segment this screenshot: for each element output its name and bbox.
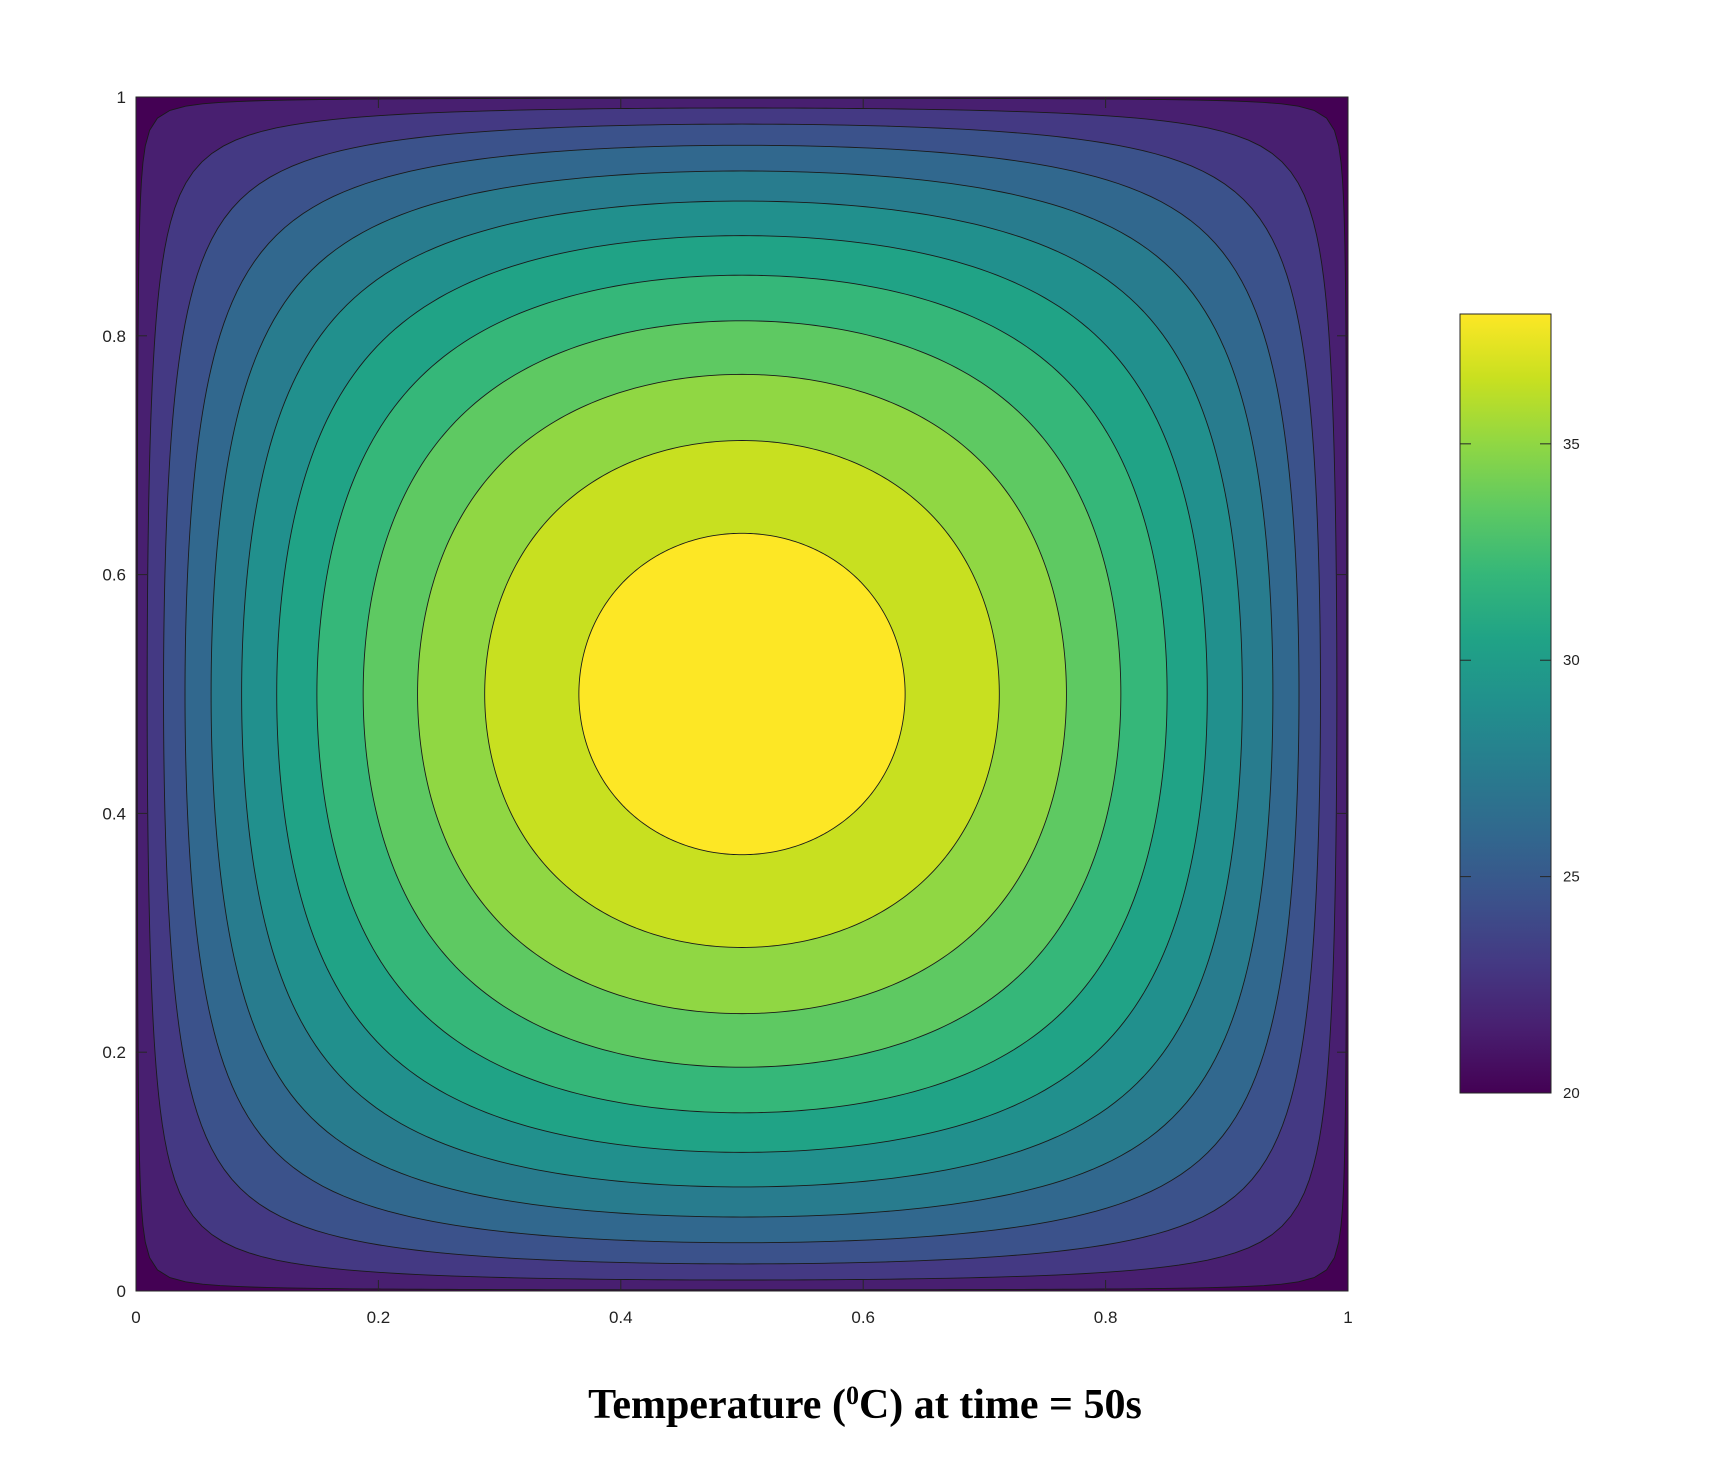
- y-tick-label: 0.8: [102, 327, 126, 346]
- colorbar-gradient: [1459, 313, 1552, 1094]
- x-tick-label: 0.2: [367, 1308, 391, 1327]
- colorbar-tick-label: 35: [1563, 436, 1580, 453]
- plot-frame: [135, 96, 1349, 1292]
- y-tick-label: 0.4: [102, 804, 126, 823]
- y-tick-label: 0.6: [102, 566, 126, 585]
- x-tick-label: 0: [131, 1308, 140, 1327]
- y-tick-label: 0.2: [102, 1043, 126, 1062]
- colorbar: 20 25 30 35: [1459, 313, 1580, 1102]
- y-tick-label: 0: [117, 1282, 126, 1301]
- colorbar-ticks: 20 25 30 35: [1460, 436, 1580, 1102]
- colorbar-tick-label: 20: [1563, 1085, 1580, 1102]
- contour-band: [578, 532, 906, 856]
- plot-area: 0 0.2 0.4 0.6 0.8 1 0 0.2 0.4 0.6 0.8 1: [102, 88, 1352, 1327]
- caption-superscript: 0: [846, 1381, 859, 1410]
- colorbar-tick-label: 30: [1563, 652, 1580, 669]
- colorbar-tick-label: 25: [1563, 869, 1580, 886]
- caption-suffix: C) at time = 50s: [859, 1382, 1142, 1428]
- x-tick-label: 0.6: [851, 1308, 875, 1327]
- contour-layer: [136, 97, 1348, 1291]
- x-tick-label: 0.4: [609, 1308, 633, 1327]
- y-tick-label: 1: [117, 88, 126, 107]
- x-axis: 0 0.2 0.4 0.6 0.8 1: [131, 97, 1353, 1327]
- chart-caption: Temperature (0C) at time = 50s: [588, 1381, 1142, 1428]
- x-tick-label: 1: [1343, 1308, 1352, 1327]
- caption-prefix: Temperature (: [588, 1382, 846, 1428]
- x-tick-label: 0.8: [1094, 1308, 1118, 1327]
- y-axis: 0 0.2 0.4 0.6 0.8 1: [102, 88, 1348, 1301]
